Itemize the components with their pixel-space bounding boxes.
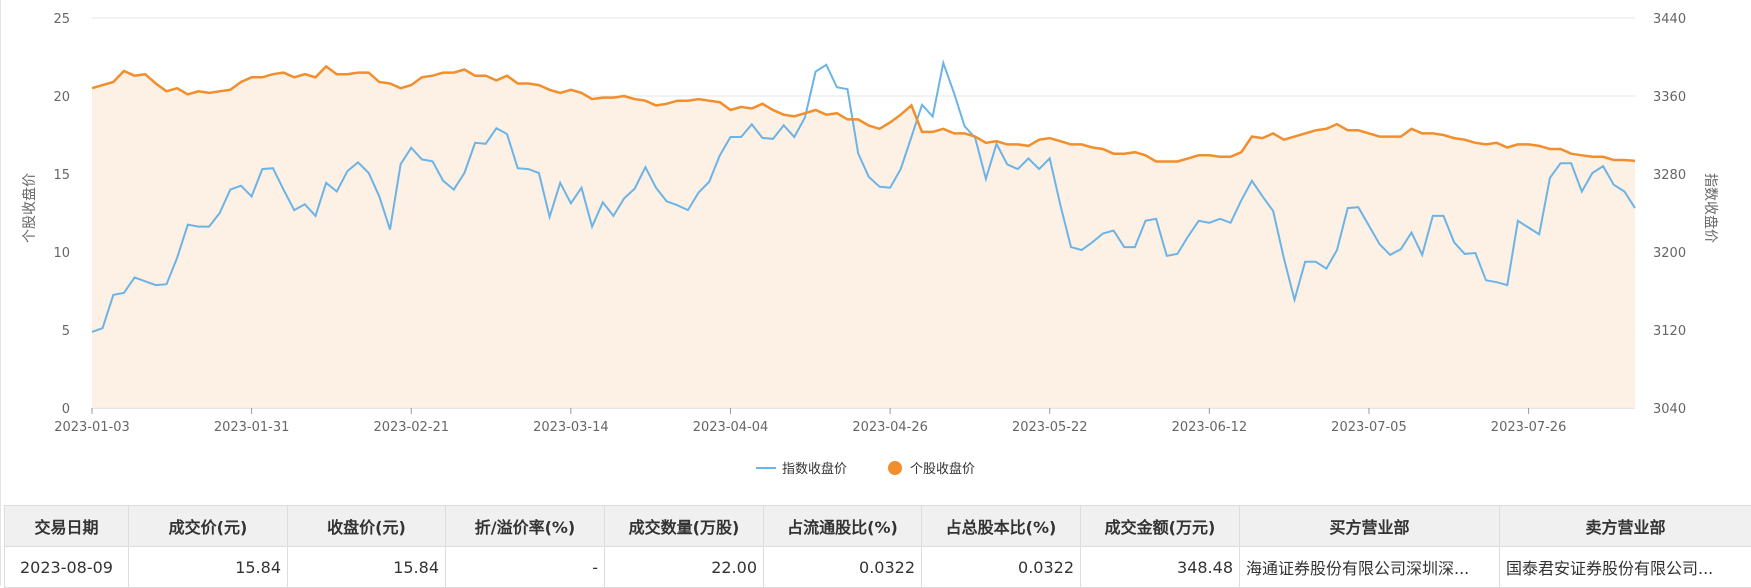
right-y-ticks: 3040 3120 3200 3280 3360 3440 [1653,12,1686,417]
header-deal-price[interactable]: 成交价(元) [129,506,288,547]
cell-float-ratio: 0.0322 [764,547,922,588]
right-tick-label: 3040 [1653,402,1686,417]
x-axis-ticks: 2023-01-03 2023-01-31 2023-02-21 2023-03-14… [54,408,1566,435]
header-volume[interactable]: 成交数量(万股) [605,506,764,547]
cell-amount: 348.48 [1081,547,1240,588]
left-y-ticks: 0 5 10 15 20 25 [53,12,70,417]
left-axis-title: 个股收盘价 [21,173,38,243]
cell-total-ratio: 0.0322 [922,547,1081,588]
x-tick-label: 2023-06-12 [1172,420,1248,435]
header-trade-date[interactable]: 交易日期 [5,506,129,547]
right-tick-label: 3360 [1653,90,1686,105]
table-header-row: 交易日期 成交价(元) 收盘价(元) 折/溢价率(%) 成交数量(万股) 占流通… [5,506,1751,547]
left-tick-label: 0 [62,402,70,417]
right-tick-label: 3280 [1653,168,1686,183]
x-tick-label: 2023-04-04 [693,420,769,435]
legend-stock-swatch [888,461,902,475]
right-axis-title: 指数收盘价 [1702,173,1719,243]
left-tick-label: 10 [53,246,70,261]
x-tick-label: 2023-01-03 [54,420,130,435]
cell-seller[interactable]: 国泰君安证券股份有限公司... [1500,547,1751,588]
left-tick-label: 15 [53,168,70,183]
legend-item-index[interactable]: 指数收盘价 [756,461,847,477]
header-float-ratio[interactable]: 占流通股比(%) [764,506,922,547]
x-tick-label: 2023-03-14 [533,420,609,435]
header-amount[interactable]: 成交金额(万元) [1081,506,1240,547]
left-tick-label: 5 [62,324,70,339]
cell-close-price: 15.84 [288,547,446,588]
legend: 指数收盘价 个股收盘价 [756,461,975,477]
cell-buyer[interactable]: 海通证券股份有限公司深圳深... [1240,547,1500,588]
legend-stock-label: 个股收盘价 [910,461,975,477]
x-tick-label: 2023-07-26 [1491,420,1567,435]
cell-volume: 22.00 [605,547,764,588]
stock-area [92,66,1635,408]
legend-index-label: 指数收盘价 [782,461,847,477]
legend-item-stock[interactable]: 个股收盘价 [888,461,975,477]
x-tick-label: 2023-07-05 [1331,420,1407,435]
left-tick-label: 20 [53,90,70,105]
table-row: 2023-08-09 15.84 15.84 - 22.00 0.0322 0.… [5,547,1751,588]
right-tick-label: 3120 [1653,324,1686,339]
chart: 0 5 10 15 20 25 3040 3120 3200 3280 3360 3440 2023… [0,0,1751,500]
cell-premium-rate: - [446,547,605,588]
block-trade-table: 交易日期 成交价(元) 收盘价(元) 折/溢价率(%) 成交数量(万股) 占流通… [4,505,1751,588]
x-tick-label: 2023-04-26 [852,420,928,435]
chart-svg: 0 5 10 15 20 25 3040 3120 3200 3280 3360 3440 2023… [0,0,1751,500]
left-tick-label: 25 [53,12,70,27]
header-premium-rate[interactable]: 折/溢价率(%) [446,506,605,547]
header-close-price[interactable]: 收盘价(元) [288,506,446,547]
x-tick-label: 2023-05-22 [1012,420,1088,435]
x-tick-label: 2023-02-21 [373,420,449,435]
header-seller[interactable]: 卖方营业部 [1500,506,1751,547]
x-tick-label: 2023-01-31 [214,420,290,435]
header-total-ratio[interactable]: 占总股本比(%) [922,506,1081,547]
stock-area-layer [92,66,1635,408]
right-tick-label: 3200 [1653,246,1686,261]
cell-deal-price: 15.84 [129,547,288,588]
right-tick-label: 3440 [1653,12,1686,27]
cell-trade-date: 2023-08-09 [5,547,129,588]
header-buyer[interactable]: 买方营业部 [1240,506,1500,547]
